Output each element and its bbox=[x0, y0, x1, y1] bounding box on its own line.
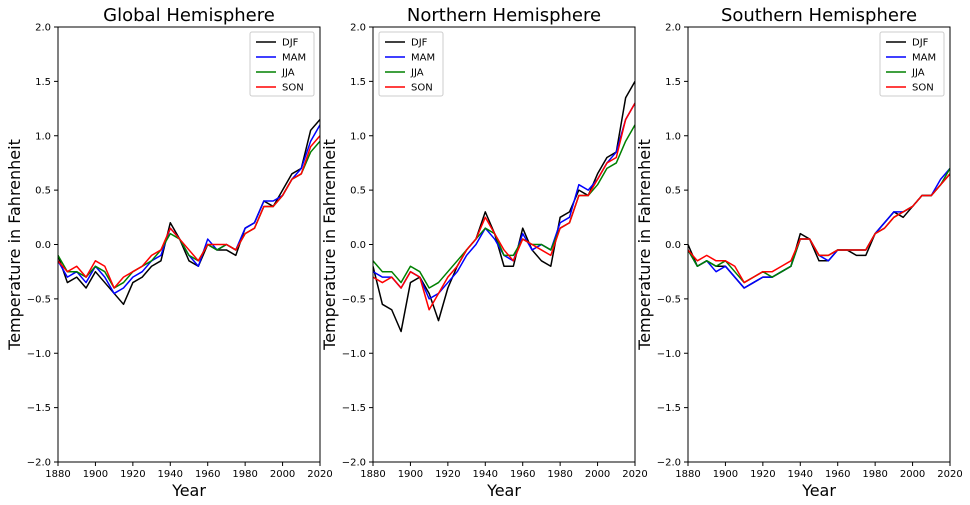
legend: DJF MAM JJA SON bbox=[249, 31, 315, 97]
legend-label-mam: MAM bbox=[411, 53, 435, 64]
y-tick-label: −1.5 bbox=[342, 403, 366, 414]
legend: DJF MAM JJA SON bbox=[378, 31, 444, 97]
chart-panel-3: Southern Hemisphere 1880 1900 1920 1940 1960 1… bbox=[635, 5, 963, 500]
chart-title: Global Hemisphere bbox=[103, 5, 275, 26]
x-tick-label: 1940 bbox=[158, 469, 183, 480]
chart-title: Southern Hemisphere bbox=[721, 5, 917, 26]
x-tick-label: 1960 bbox=[510, 469, 535, 480]
legend-label-jja: JJA bbox=[410, 68, 424, 79]
y-tick-label: 0.5 bbox=[35, 186, 51, 197]
y-axis-label: Temperature in Fahrenheit bbox=[320, 139, 339, 351]
x-tick-label: 1900 bbox=[713, 469, 738, 480]
x-tick-label: 1880 bbox=[675, 469, 700, 480]
x-tick-label: 1960 bbox=[195, 469, 220, 480]
legend-box bbox=[249, 31, 315, 97]
y-tick-label: −1.0 bbox=[657, 349, 681, 360]
legend-label-djf: DJF bbox=[411, 38, 428, 49]
legend-label-djf: DJF bbox=[282, 38, 299, 49]
y-tick-label: −1.5 bbox=[27, 403, 51, 414]
y-tick-label: 0.0 bbox=[665, 240, 681, 251]
x-tick-label: 2000 bbox=[585, 469, 610, 480]
legend-label-son: SON bbox=[912, 83, 934, 94]
series-line-jja bbox=[58, 140, 320, 289]
series-line-mam bbox=[373, 102, 635, 300]
x-tick-label: 1980 bbox=[547, 469, 572, 480]
x-tick-label: 2000 bbox=[900, 469, 925, 480]
x-tick-label: 2020 bbox=[307, 469, 332, 480]
x-axis-label: Year bbox=[171, 481, 206, 500]
y-tick-label: 0.5 bbox=[665, 186, 681, 197]
chart-panel-2: Northern Hemisphere 1880 1900 1920 1940 1960 1… bbox=[320, 5, 648, 500]
y-tick-label: −0.5 bbox=[27, 294, 51, 305]
legend-box bbox=[378, 31, 444, 97]
x-tick-label: 1880 bbox=[360, 469, 385, 480]
x-tick-label: 1940 bbox=[473, 469, 498, 480]
y-tick-label: 1.5 bbox=[35, 77, 51, 88]
series-line-son bbox=[373, 102, 635, 311]
y-tick-label: 1.0 bbox=[35, 131, 51, 142]
legend-label-mam: MAM bbox=[912, 53, 936, 64]
legend-label-mam: MAM bbox=[282, 53, 306, 64]
y-tick-label: −1.0 bbox=[27, 349, 51, 360]
y-tick-label: 2.0 bbox=[35, 23, 51, 34]
legend-box bbox=[879, 31, 945, 97]
y-tick-label: 1.0 bbox=[350, 131, 366, 142]
chart-title: Northern Hemisphere bbox=[407, 5, 601, 26]
x-tick-label: 2020 bbox=[622, 469, 647, 480]
legend: DJF MAM JJA SON bbox=[879, 31, 945, 97]
x-tick-label: 1880 bbox=[45, 469, 70, 480]
x-tick-label: 1920 bbox=[120, 469, 145, 480]
legend-label-son: SON bbox=[282, 83, 304, 94]
y-tick-label: 1.5 bbox=[665, 77, 681, 88]
y-tick-label: 1.0 bbox=[665, 131, 681, 142]
series-line-djf bbox=[58, 118, 320, 306]
legend-label-jja: JJA bbox=[911, 68, 925, 79]
x-tick-label: 2000 bbox=[270, 469, 295, 480]
y-tick-label: 1.5 bbox=[350, 77, 366, 88]
x-tick-label: 1960 bbox=[825, 469, 850, 480]
x-tick-label: 1980 bbox=[232, 469, 257, 480]
y-tick-label: −1.0 bbox=[342, 349, 366, 360]
x-tick-label: 2020 bbox=[937, 469, 962, 480]
legend-label-son: SON bbox=[411, 83, 433, 94]
y-tick-label: −0.5 bbox=[342, 294, 366, 305]
series-line-djf bbox=[688, 173, 950, 289]
y-tick-label: 0.5 bbox=[350, 186, 366, 197]
y-tick-label: 2.0 bbox=[665, 23, 681, 34]
x-axis-label: Year bbox=[486, 481, 521, 500]
x-tick-label: 1940 bbox=[788, 469, 813, 480]
series-lines bbox=[688, 167, 950, 289]
y-axis-label: Temperature in Fahrenheit bbox=[5, 139, 24, 351]
series-lines bbox=[58, 118, 320, 306]
x-tick-label: 1980 bbox=[862, 469, 887, 480]
y-tick-label: 2.0 bbox=[350, 23, 366, 34]
series-line-son bbox=[58, 135, 320, 289]
x-tick-label: 1900 bbox=[398, 469, 423, 480]
legend-label-jja: JJA bbox=[281, 68, 295, 79]
y-tick-label: −2.0 bbox=[342, 458, 366, 469]
legend-label-djf: DJF bbox=[912, 38, 929, 49]
x-axis-label: Year bbox=[801, 481, 836, 500]
chart-panel-1: Global Hemisphere 1880 1900 1920 1940 1960 198… bbox=[5, 5, 333, 500]
series-lines bbox=[373, 81, 635, 333]
y-tick-label: −1.5 bbox=[657, 403, 681, 414]
series-line-mam bbox=[688, 167, 950, 289]
y-tick-label: −2.0 bbox=[27, 458, 51, 469]
y-axis-label: Temperature in Fahrenheit bbox=[635, 139, 654, 351]
x-tick-label: 1920 bbox=[750, 469, 775, 480]
series-line-djf bbox=[373, 81, 635, 333]
x-tick-label: 1920 bbox=[435, 469, 460, 480]
y-tick-label: 0.0 bbox=[35, 240, 51, 251]
y-tick-label: −0.5 bbox=[657, 294, 681, 305]
series-line-jja bbox=[373, 124, 635, 289]
series-line-son bbox=[688, 173, 950, 284]
y-tick-label: 0.0 bbox=[350, 240, 366, 251]
series-line-jja bbox=[688, 168, 950, 284]
x-tick-label: 1900 bbox=[83, 469, 108, 480]
y-tick-label: −2.0 bbox=[657, 458, 681, 469]
